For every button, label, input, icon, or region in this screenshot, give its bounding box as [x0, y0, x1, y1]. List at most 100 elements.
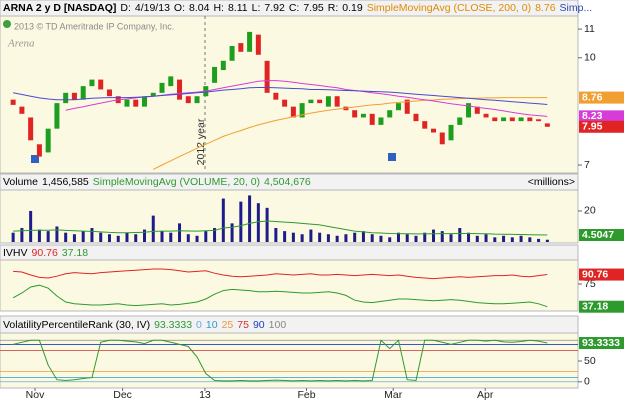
candle [247, 31, 253, 52]
series-line [153, 97, 548, 170]
value-box [579, 337, 624, 350]
candle [98, 79, 104, 90]
volume-bar [309, 229, 313, 242]
volume-bar [388, 237, 392, 242]
year-annotation: 2012 year [195, 118, 207, 165]
candle [431, 128, 436, 133]
volume-bar [379, 235, 383, 242]
header-text: 4/19/13 [135, 2, 170, 14]
x-tick-label: Mar [384, 389, 403, 401]
candle [466, 103, 472, 118]
volume-plot [0, 189, 579, 244]
candle [177, 79, 183, 100]
candle [378, 117, 384, 125]
volume-bar [291, 232, 295, 242]
value-box [579, 120, 624, 133]
candle [483, 113, 489, 118]
header-text: 75 [237, 319, 249, 331]
header-text: Simp... [560, 2, 593, 14]
volume-bar [107, 234, 111, 242]
header-text: 100 [269, 319, 287, 331]
header-text: 4,504,676 [264, 176, 311, 188]
y-tick-label: 11 [584, 23, 595, 35]
candle [413, 113, 419, 122]
header-text: 8.04 [189, 2, 210, 14]
price-plot [0, 15, 579, 174]
x-tick-label: Dec [113, 389, 132, 401]
candle [238, 43, 244, 52]
candle [106, 89, 112, 97]
header-text: 1,456,585 [42, 176, 89, 188]
volume-bar [204, 231, 208, 242]
candle [255, 34, 261, 55]
volume-bar [519, 235, 523, 242]
candle [124, 99, 130, 107]
volume-bar [81, 231, 85, 242]
header-text: L: [252, 2, 261, 14]
candle [80, 86, 86, 100]
candle [317, 99, 323, 104]
volume-bar [20, 228, 24, 242]
volume-bar [335, 235, 339, 242]
volume-bar [256, 203, 260, 242]
volume-bar [46, 231, 50, 242]
candle [387, 110, 393, 118]
header-text: 90.76 [32, 247, 58, 259]
value-box-label: 37.18 [582, 300, 608, 312]
header-text: 8.76 [535, 2, 556, 14]
volume-bar [458, 228, 462, 242]
volume-bar [344, 234, 348, 242]
candle [229, 45, 235, 61]
volume-bar [353, 232, 357, 242]
volume-bar [90, 228, 94, 242]
candle [19, 106, 25, 114]
header-text: SimpleMovingAvg (CLOSE, 200, 0) [367, 2, 531, 14]
value-box-label: 93.3333 [582, 337, 620, 349]
logo-icon [3, 20, 11, 28]
header-text: IVHV [3, 247, 28, 259]
vpr-plot [0, 332, 579, 389]
header-text: 0 [196, 319, 202, 331]
volume-bar [361, 231, 365, 242]
candle [308, 99, 314, 104]
candle [168, 76, 174, 87]
volume-bar [72, 234, 76, 242]
candle [264, 60, 270, 93]
series-line [12, 339, 548, 382]
header-text: 7.92 [264, 2, 285, 14]
volume-bar [528, 237, 532, 242]
volume-bar [213, 228, 217, 242]
y-tick-label: 75 [584, 278, 596, 290]
value-box [579, 268, 624, 281]
candle [45, 128, 51, 153]
volume-bar [326, 234, 330, 242]
candle [220, 60, 226, 71]
candle [369, 113, 375, 125]
volume-bar [537, 238, 541, 242]
header-text: SimpleMovingAvg (VOLUME, 20, 0) [93, 176, 260, 188]
value-box-label: 8.23 [582, 110, 603, 122]
candle [185, 96, 191, 104]
volume-bar [11, 232, 15, 242]
candle [194, 96, 200, 104]
volume-bar [510, 237, 514, 242]
candle [71, 92, 77, 100]
volume-bar [230, 223, 234, 242]
candle [536, 119, 542, 122]
volume-bar [318, 232, 322, 242]
candle [395, 103, 401, 111]
watermark: Arena [7, 38, 35, 50]
value-box-label: 4.5047 [582, 229, 614, 241]
volume-bar [449, 234, 453, 242]
header-text: 90 [253, 319, 265, 331]
candle [10, 99, 16, 105]
candle [212, 66, 218, 83]
volume-bar [265, 207, 269, 242]
volume-bar [475, 235, 479, 242]
volume-bar [99, 232, 103, 242]
header-text: 93.3333 [154, 319, 192, 331]
volume-bar [370, 234, 374, 242]
header-text: D: [120, 2, 131, 14]
candle [150, 92, 156, 97]
